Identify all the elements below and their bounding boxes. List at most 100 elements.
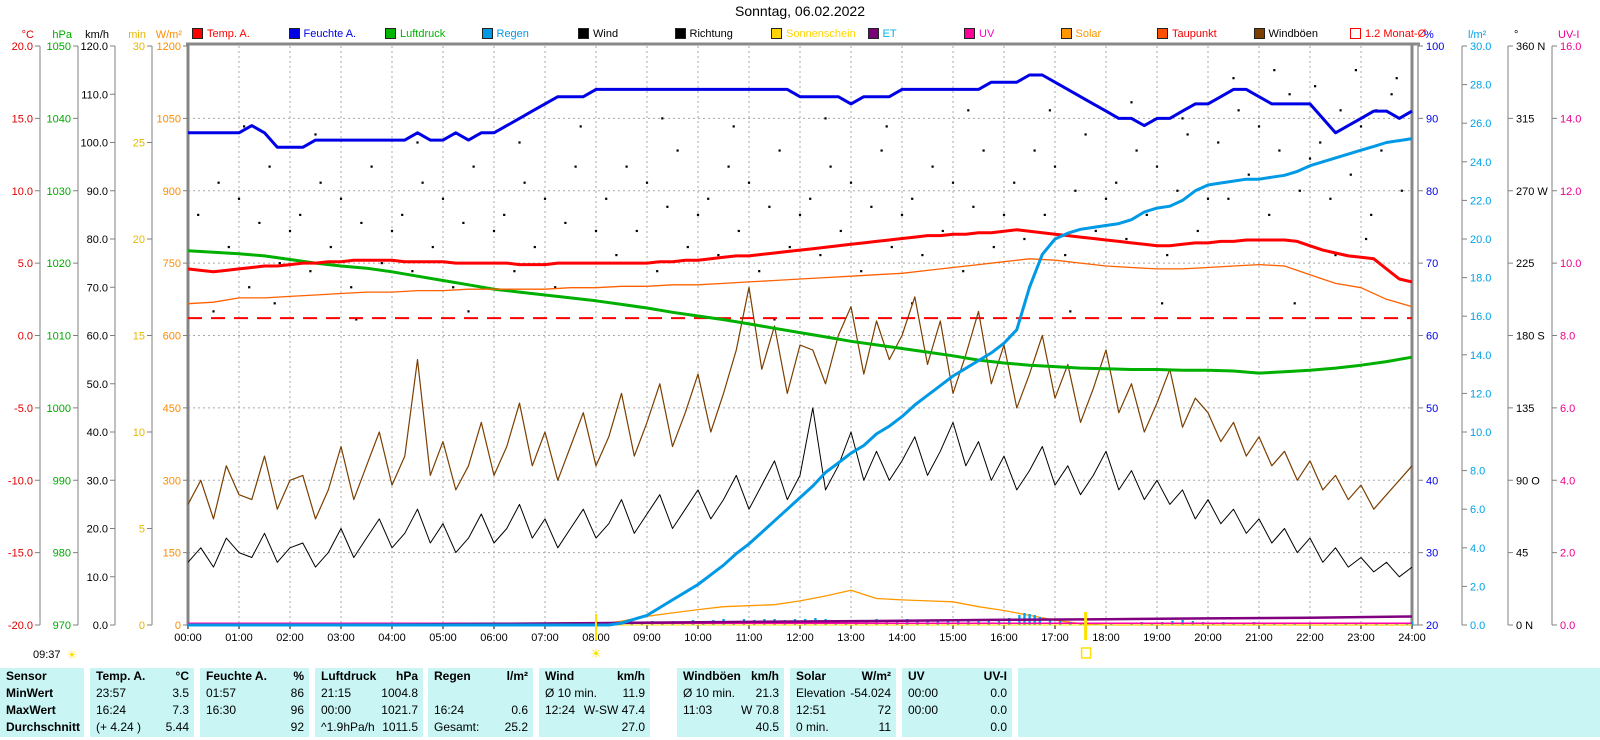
cell-label: Durchschnitt [6,719,80,736]
series-richtung [534,246,536,248]
table-row: 12:5172 [790,702,896,719]
series-richtung [870,206,872,208]
axis-tick-label: 30.0 [87,475,108,487]
axis-tick-label: 01:00 [225,632,253,644]
axis-tick-label: 21:00 [1245,632,1273,644]
series-richtung [197,214,199,216]
series-richtung [340,198,342,200]
table-row: 12:24W-SW 47.4 [539,702,650,719]
series-richtung [666,206,668,208]
cell-label: 21:15 [321,685,351,702]
series-richtung [1248,174,1250,176]
series-richtung [1258,125,1260,127]
axis-tick-label: 20:00 [1194,632,1222,644]
axis-tick-label: -15.0 [8,548,33,560]
table-row: 11:03W 70.8 [677,702,784,719]
cell-value: 11 [879,719,891,736]
series-richtung [824,117,826,119]
series-richtung [789,246,791,248]
axis-tick-label: 24:00 [1398,632,1426,644]
series-richtung [1034,149,1036,151]
cell-label: 00:00 [908,685,938,702]
series-richtung [238,198,240,200]
axis-tick-label: 06:00 [480,632,508,644]
series-richtung [1227,198,1229,200]
cell-value: 11.9 [623,685,645,702]
axis-tick-label: 14:00 [888,632,916,644]
cell-value: 1004.8 [381,685,418,702]
sunrise-tick [595,614,597,640]
axis-tick-label: 5 [139,524,145,536]
series-richtung [350,286,352,288]
table-row: Durchschnitt [0,719,84,736]
series-richtung [1380,149,1382,151]
series-richtung [320,182,322,184]
axis-tick-label: 24.0 [1470,157,1491,169]
series-richtung [1355,69,1357,71]
axis-tick-label: hPa [52,29,72,41]
series-richtung [1156,166,1158,168]
series-richtung [901,214,903,216]
table-row: Gesamt:25.2 [428,719,533,736]
axis-tick-label: 30 [133,41,145,53]
axis-tick-label: 0 N [1516,620,1533,632]
series-richtung [289,230,291,232]
sunshine-duration-value: 09:37 [33,649,61,661]
axis-tick-label: 80.0 [87,234,108,246]
axis-tick-label: 80 [1426,186,1438,198]
axis-tick-label: 1030 [47,186,71,198]
series-richtung [830,166,832,168]
cell-value: 86 [291,685,304,702]
table-row: Regenl/m² [428,668,533,685]
cell-label: Elevation [796,685,845,702]
series-richtung [1044,214,1046,216]
stats-row-labels: SensorMinWertMaxWertDurchschnitt [0,668,84,737]
cell-label: UV [908,668,925,685]
stats-column-feuchte-a-: Feuchte A.%01:578616:309692 [200,668,309,737]
series-richtung [1350,174,1352,176]
axis-tick-label: 225 [1516,258,1534,270]
series-richtung [1146,214,1148,216]
cell-label: Solar [796,668,826,685]
cell-value: 7.3 [172,702,189,719]
cell-label: Luftdruck [321,668,376,685]
series-richtung [942,230,944,232]
axis-tick-label: 60.0 [87,331,108,343]
series-richtung [513,270,515,272]
series-richtung [1187,133,1189,135]
axis-tick-label: 20.0 [12,41,33,53]
series-richtung [411,270,413,272]
axis-tick-label: 30 [1426,548,1438,560]
axis-tick-label: 970 [53,620,71,632]
axis-tick-label: 04:00 [378,632,406,644]
series-richtung [1161,302,1163,304]
cell-value: UV-I [984,668,1007,685]
series-richtung [391,230,393,232]
series-richtung [661,117,663,119]
series-richtung [972,206,974,208]
series-richtung [1181,117,1183,119]
series-richtung [467,310,469,312]
axis-tick-label: 900 [163,186,181,198]
axis-tick-label: 16:00 [990,632,1018,644]
cell-value: 0.0 [990,702,1007,719]
series-richtung [1217,141,1219,143]
cell-value: 0.6 [511,702,528,719]
series-richtung [967,109,969,111]
series-richtung [1299,190,1301,192]
axis-tick-label: 1020 [47,258,71,270]
series-richtung [1166,254,1168,256]
cell-label: Ø 10 min. [545,685,597,702]
series-richtung [626,166,628,168]
axis-tick-label: 750 [163,258,181,270]
axis-tick-label: 60 [1426,331,1438,343]
series-richtung [1314,85,1316,87]
axis-tick-label: 315 [1516,113,1534,125]
table-row: MinWert [0,685,84,702]
axis-tick-label: 13:00 [837,632,865,644]
series-richtung [1023,238,1025,240]
axis-tick-label: 11:00 [736,632,763,644]
series-richtung [733,125,735,127]
cell-label: MinWert [6,685,53,702]
series-richtung [279,262,281,264]
